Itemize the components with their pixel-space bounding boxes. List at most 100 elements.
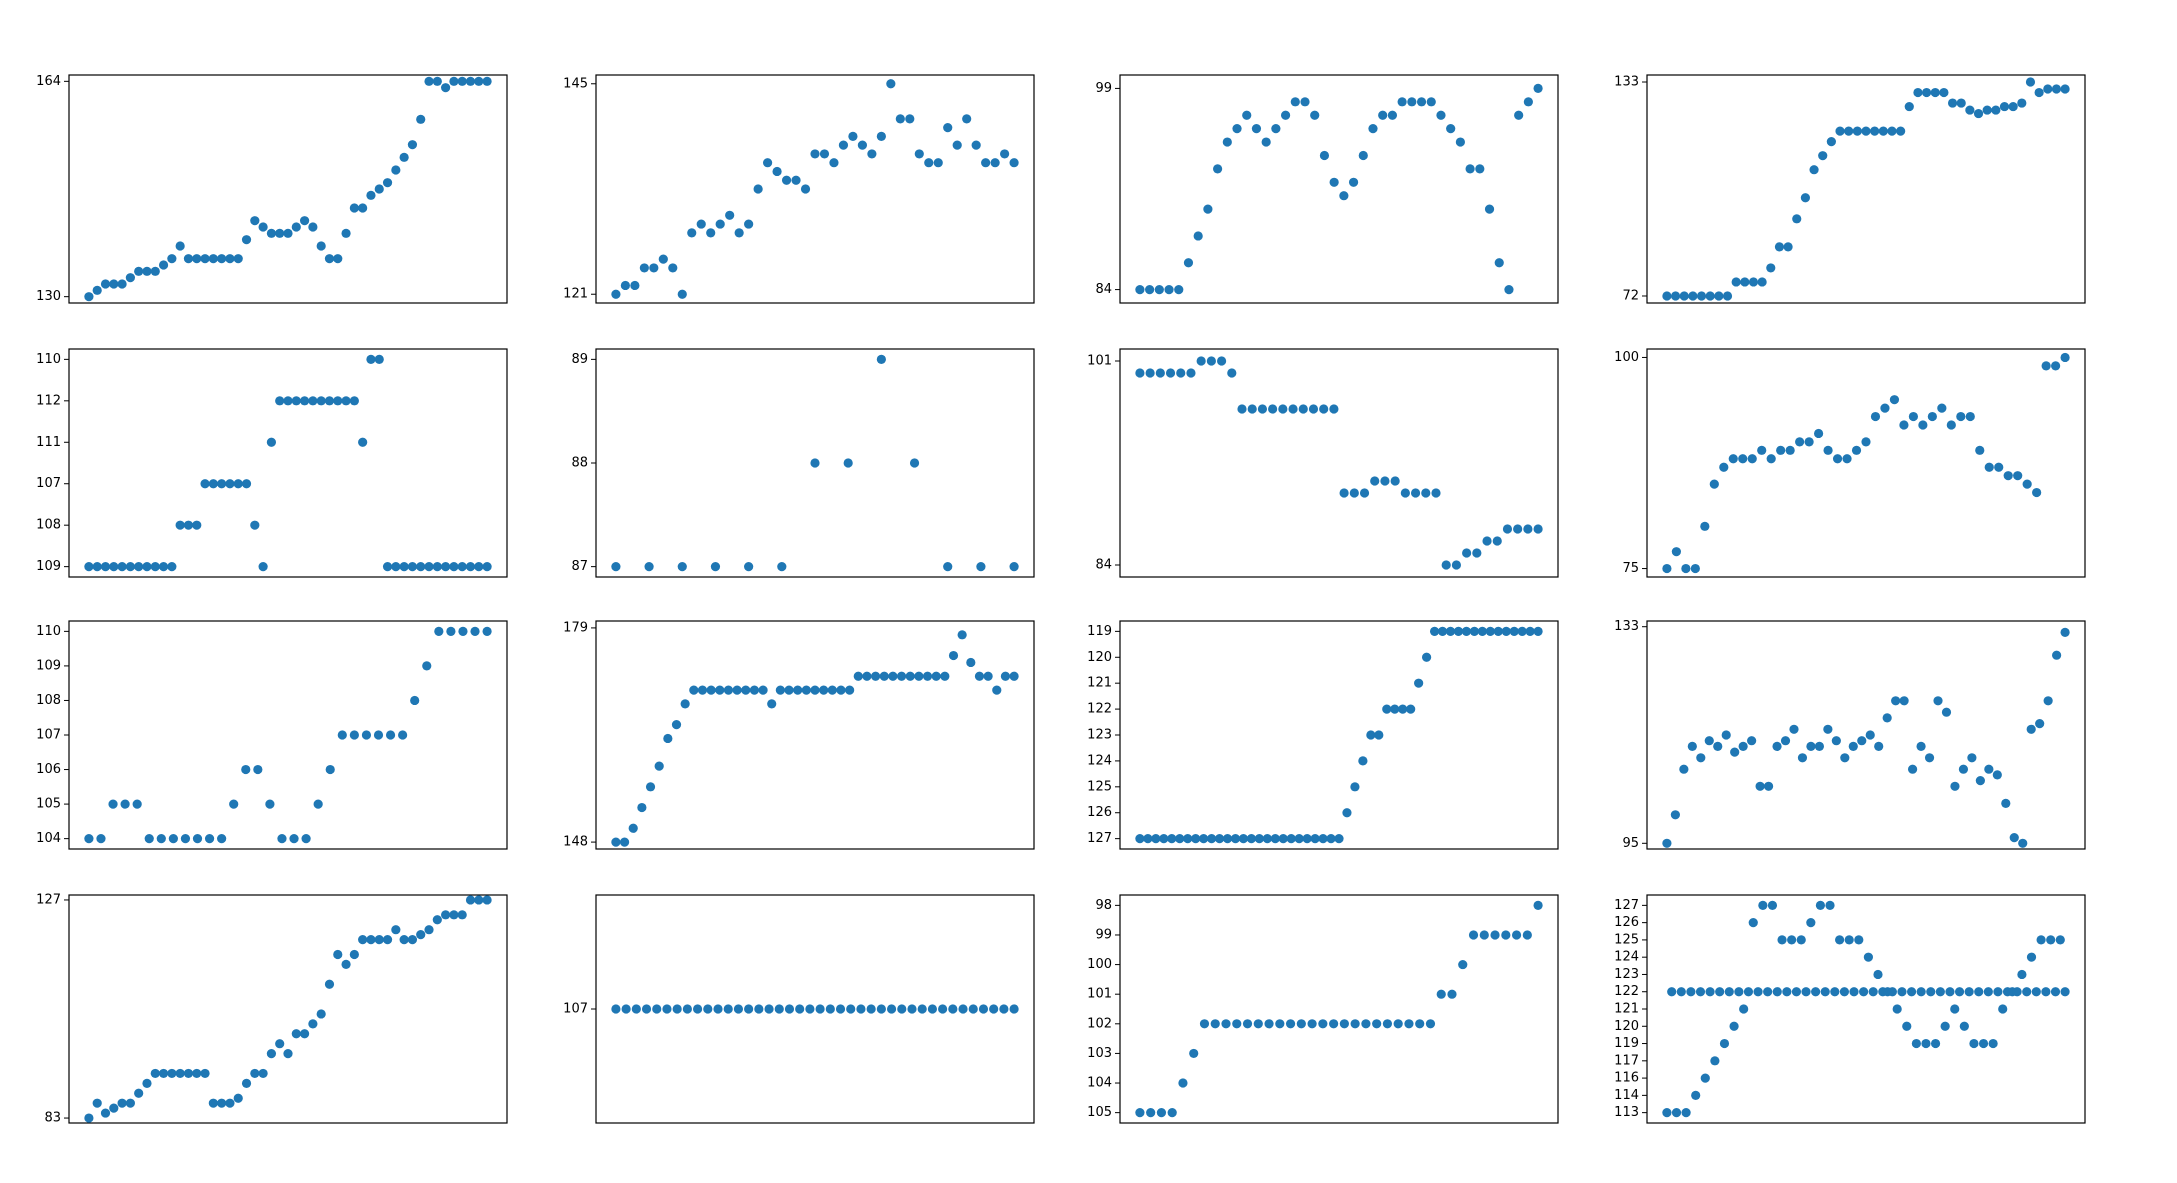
point (109, 279, 119, 289)
point (857, 140, 868, 150)
point (1763, 781, 1774, 791)
point (1199, 834, 1209, 844)
y-tick-label: 107 (36, 476, 61, 491)
y-tick-label: 164 (36, 74, 61, 89)
point (1777, 935, 1787, 945)
point (1410, 488, 1421, 498)
y-tick-label: 100 (1614, 350, 1639, 365)
point (2052, 650, 2062, 660)
point (308, 1019, 318, 1029)
point (777, 562, 787, 572)
point (482, 626, 492, 636)
point (1767, 900, 1778, 910)
point (1400, 488, 1410, 498)
point (150, 266, 160, 276)
point (117, 279, 127, 289)
point (1382, 1019, 1393, 1029)
y-tick-label: 148 (563, 835, 588, 850)
point (1404, 1019, 1414, 1029)
point (241, 764, 251, 775)
point (677, 562, 687, 572)
point (1378, 110, 1388, 120)
point (1447, 989, 1457, 999)
point (1339, 488, 1349, 498)
point (275, 396, 285, 406)
point (1342, 808, 1352, 818)
y-tick-label: 179 (563, 620, 588, 635)
point (313, 799, 323, 809)
point (1994, 462, 2004, 472)
point (1797, 753, 1808, 763)
point (167, 1068, 177, 1079)
subplot: 95 133 (1614, 619, 2086, 851)
y-tick-label: 88 (571, 456, 588, 471)
point (1145, 368, 1155, 378)
point (1865, 730, 1875, 740)
y-tick-label: 101 (1087, 987, 1112, 1002)
point (1183, 834, 1193, 844)
point (631, 1004, 641, 1014)
point (1849, 987, 1859, 997)
y-tick-label: 110 (36, 624, 61, 639)
point (1461, 626, 1472, 636)
point (1251, 124, 1262, 134)
point (361, 730, 372, 740)
point (1361, 1019, 1371, 1029)
point (449, 562, 459, 572)
point (1913, 87, 1923, 98)
point (927, 1004, 938, 1014)
point (710, 562, 721, 572)
point (1688, 291, 1698, 301)
point (1178, 1078, 1188, 1088)
point (241, 235, 252, 245)
point (1937, 403, 1947, 413)
point (744, 1004, 754, 1014)
point (1380, 476, 1390, 486)
point (1206, 834, 1217, 844)
point (1930, 87, 1940, 98)
point (1918, 420, 1928, 430)
point (100, 1108, 111, 1118)
point (1167, 834, 1177, 844)
y-tick-label: 84 (1095, 282, 1112, 297)
point (299, 1029, 310, 1039)
point (2051, 84, 2062, 94)
point (1825, 900, 1835, 910)
point (2009, 833, 2019, 843)
point (1695, 987, 1706, 997)
point (983, 671, 993, 681)
point (819, 685, 829, 695)
axes-frame (1119, 348, 1559, 578)
point (233, 479, 243, 489)
point (1851, 445, 1862, 455)
y-tick-label: 133 (1614, 619, 1639, 634)
point (457, 76, 467, 86)
point (1485, 626, 1495, 636)
subplot: 84 99 (1095, 74, 1559, 304)
point (1278, 834, 1288, 844)
point (366, 190, 376, 200)
point (1135, 284, 1145, 295)
point (291, 396, 301, 406)
point (1523, 97, 1533, 107)
point (905, 114, 915, 124)
point (1151, 834, 1161, 844)
point (992, 685, 1002, 695)
point (1671, 547, 1681, 557)
point (1978, 1038, 1989, 1049)
point (2034, 87, 2044, 98)
point (1145, 284, 1155, 295)
point (723, 1004, 733, 1014)
point (1431, 488, 1441, 498)
point (158, 1068, 169, 1079)
point (2050, 987, 2061, 997)
y-tick-label: 113 (1614, 1105, 1639, 1120)
point (1811, 987, 1821, 997)
point (142, 562, 152, 572)
point (1441, 560, 1451, 570)
point (1814, 741, 1825, 752)
y-tick-label: 130 (36, 289, 61, 304)
point (1286, 834, 1296, 844)
point (2031, 987, 2041, 997)
point (795, 1004, 805, 1014)
